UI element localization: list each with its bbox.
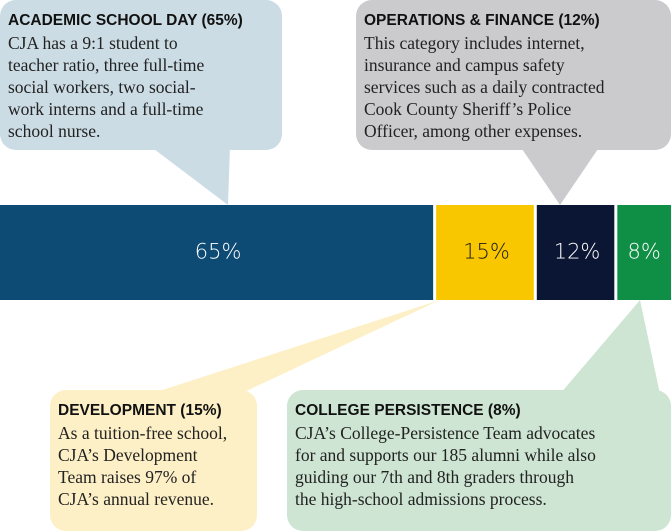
callout-text: work interns and a full-time (8, 99, 204, 119)
callout-text: insurance and campus safety (364, 55, 565, 75)
callout-text: guiding our 7th and 8th graders through (295, 467, 574, 487)
callout-text: Team raises 97% of (58, 467, 196, 487)
segment-label: 8% (627, 240, 660, 264)
callout-title: ACADEMIC SCHOOL DAY (65%) (8, 12, 243, 29)
callout-tail (150, 146, 230, 205)
bar-segment (617, 205, 671, 300)
callout-title: OPERATIONS & FINANCE (12%) (364, 12, 600, 29)
callout-title: DEVELOPMENT (15%) (58, 402, 222, 419)
callout-text: CJA’s College-Persistence Team advocates (295, 423, 595, 443)
callout-title: COLLEGE PERSISTENCE (8%) (295, 402, 521, 419)
bar-segment (536, 205, 615, 300)
callout-text: social workers, two social- (8, 77, 196, 97)
callout-text: Officer, among other expenses. (364, 121, 582, 141)
callout-tail (560, 300, 660, 394)
callout-text: This category includes internet, (364, 33, 585, 53)
segment-label: 12% (554, 240, 601, 264)
bar-segment (436, 205, 534, 300)
callout-text: teacher ratio, three full-time (8, 55, 205, 75)
callout-text: school nurse. (8, 121, 100, 141)
callout-text: CJA’s annual revenue. (58, 489, 214, 509)
callout-text: CJA has a 9:1 student to (8, 33, 178, 53)
callout-text: services such as a daily contracted (364, 77, 605, 97)
callout-box (0, 0, 282, 150)
callout-tail (150, 300, 440, 394)
callout-text: CJA’s Development (58, 445, 198, 465)
callout-text: Cook County Sheriff’s Police (364, 99, 571, 119)
segment-label: 15% (463, 240, 510, 264)
callout-text: for and supports our 185 alumni while al… (295, 445, 596, 465)
callout-text: As a tuition-free school, (58, 423, 227, 443)
segment-label: 65% (195, 240, 242, 264)
bar-segment (0, 205, 434, 300)
callout-box (287, 390, 671, 531)
callout-tail (520, 146, 600, 205)
callout-box (50, 390, 257, 531)
callout-text: the high-school admissions process. (295, 489, 547, 509)
callout-box (356, 0, 671, 150)
